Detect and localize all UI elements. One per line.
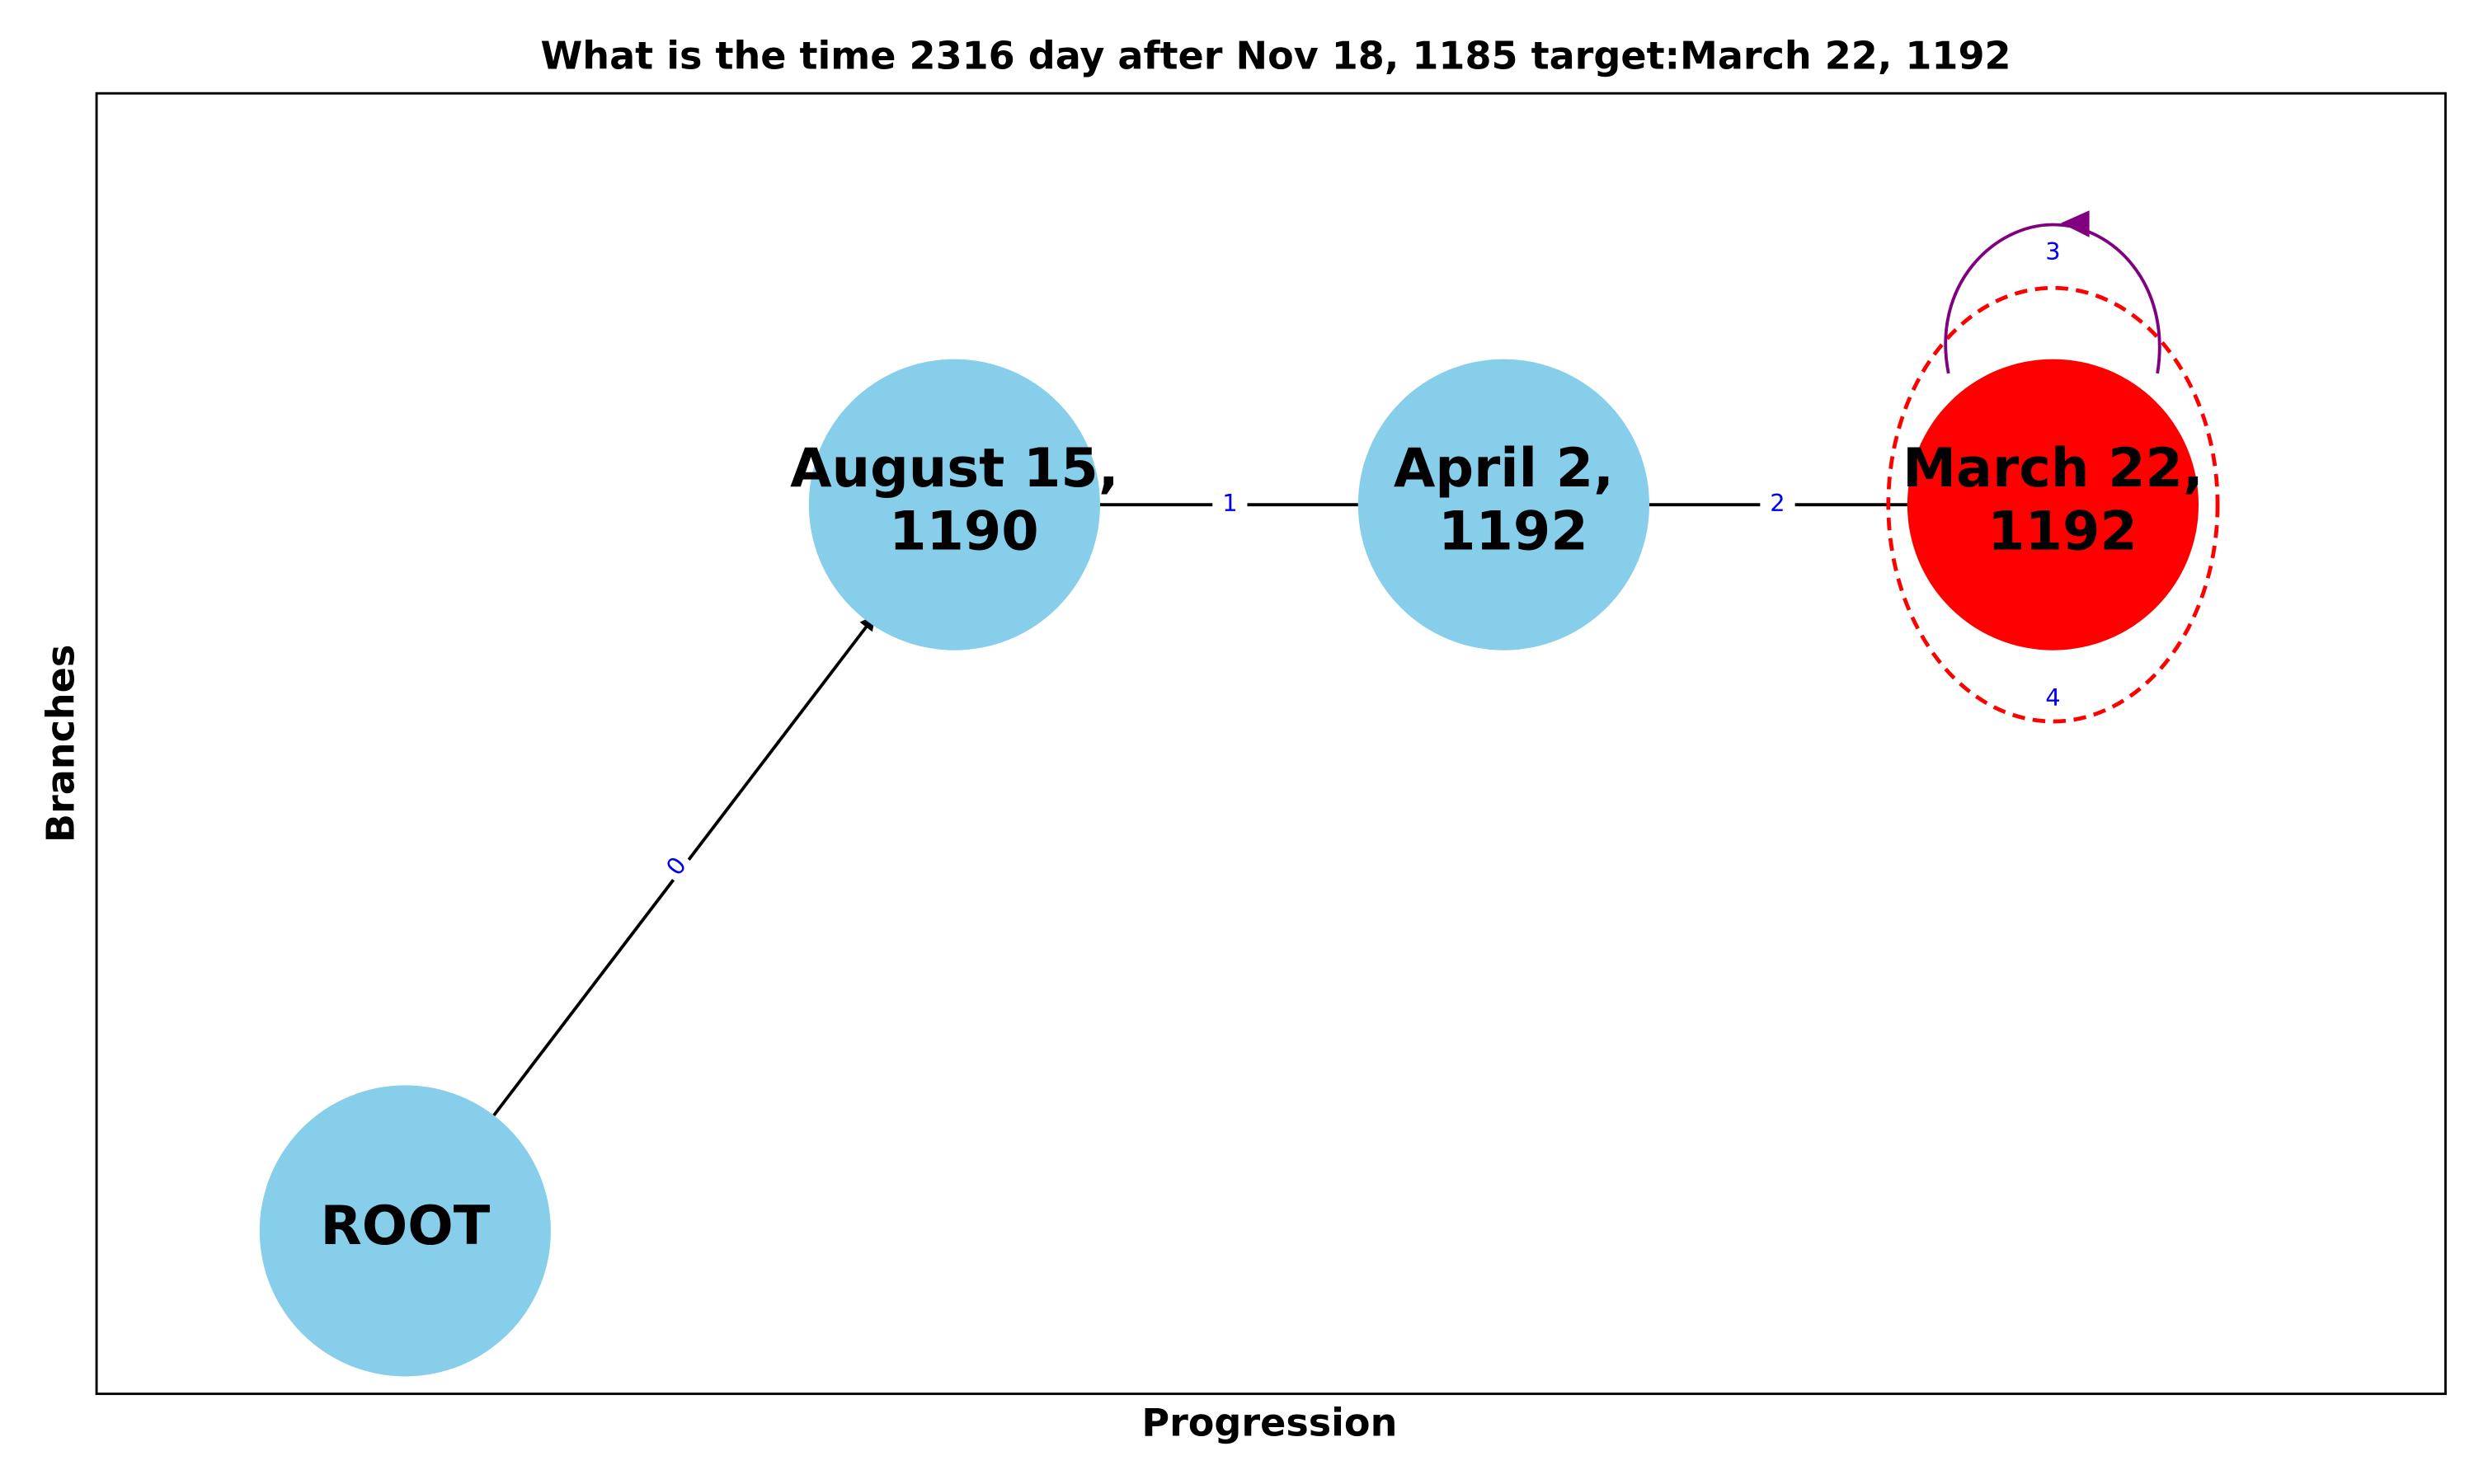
node-label: March 22, <box>1903 437 2204 500</box>
node-label: 1192 <box>1438 500 1588 563</box>
edge-label-bg <box>1760 488 1795 521</box>
y-label: Branches <box>38 645 82 843</box>
edge-label-bg <box>656 847 698 887</box>
frame <box>95 92 2447 1396</box>
self-loop <box>1944 223 2161 374</box>
node-label: 1190 <box>889 500 1039 563</box>
edge-label: 3 <box>2045 237 2060 265</box>
node-label: 1192 <box>1987 500 2138 563</box>
title: What is the time 2316 day after Nov 18, … <box>541 34 2011 78</box>
node-label: August 15, <box>790 437 1118 500</box>
x-label: Progression <box>1141 1401 1397 1445</box>
edge-label: 2 <box>1770 489 1785 517</box>
node <box>1357 359 1649 650</box>
edge-label-bg <box>1212 488 1248 521</box>
node-target <box>1907 359 2199 650</box>
node <box>808 359 1100 650</box>
node-label: ROOT <box>321 1195 491 1257</box>
edge-label: 1 <box>1222 489 1237 517</box>
edge-label: 4 <box>2045 683 2060 711</box>
highlight-ring <box>1886 285 2220 724</box>
node-label: April 2, <box>1394 437 1614 500</box>
node <box>259 1085 551 1377</box>
loop-arrow <box>2061 210 2090 237</box>
